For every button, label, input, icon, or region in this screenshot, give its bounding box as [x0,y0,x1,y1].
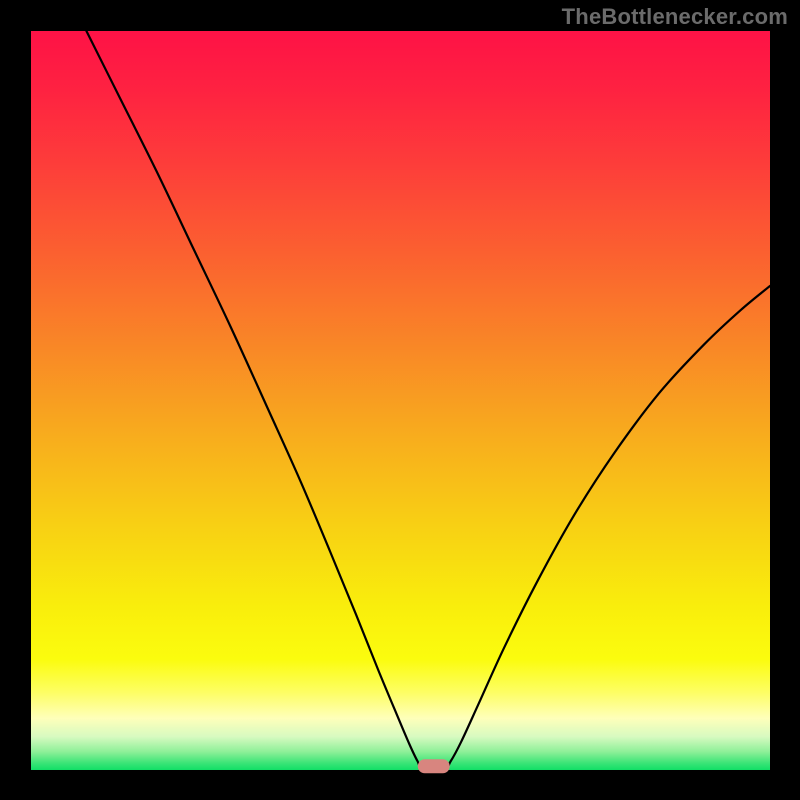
bottleneck-chart-svg [0,0,800,800]
chart-container: TheBottlenecker.com [0,0,800,800]
optimal-marker [418,759,450,773]
watermark-text: TheBottlenecker.com [562,4,788,30]
